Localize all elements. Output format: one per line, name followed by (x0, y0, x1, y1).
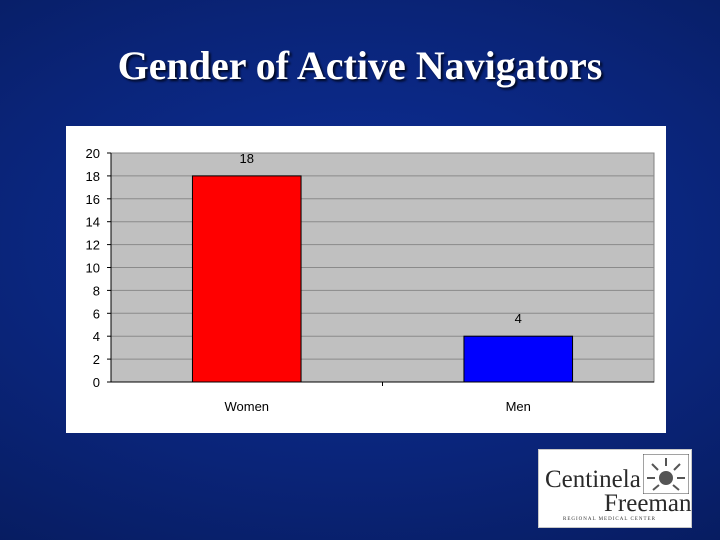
chart-panel: 0 2 4 6 8 10 12 14 16 18 20 18 Women 4 Men (66, 126, 666, 433)
slide-title: Gender of Active Navigators (117, 43, 603, 88)
y-tick-label: 16 (86, 192, 100, 207)
y-tick-label: 10 (86, 261, 100, 276)
sun-emblem-icon (643, 454, 689, 494)
logo-subtitle: REGIONAL MEDICAL CENTER (563, 517, 656, 522)
y-tick-label: 4 (93, 329, 100, 344)
y-tick-label: 18 (86, 169, 100, 184)
bar-women (191, 175, 302, 383)
x-tick-label-men: Men (506, 399, 531, 414)
logo-text-line1: Centinela (545, 466, 641, 493)
x-tick-label-women: Women (224, 399, 269, 414)
data-label-men: 4 (515, 311, 522, 326)
data-label-women: 18 (240, 151, 254, 166)
y-tick-label: 6 (93, 306, 100, 321)
y-tick-label: 20 (86, 146, 100, 161)
logo-text-line2: Freeman (604, 490, 692, 517)
y-tick-label: 0 (93, 375, 100, 390)
centinela-freeman-logo: Centinela Freeman REGIONAL MEDICAL CENTE… (538, 449, 692, 528)
bar-men (463, 335, 574, 383)
y-tick-label: 12 (86, 238, 100, 253)
y-tick-label: 8 (93, 283, 100, 298)
y-tick-label: 14 (86, 215, 100, 230)
y-tick-label: 2 (93, 352, 100, 367)
bar-chart: 0 2 4 6 8 10 12 14 16 18 20 18 Women 4 Men (86, 146, 655, 414)
